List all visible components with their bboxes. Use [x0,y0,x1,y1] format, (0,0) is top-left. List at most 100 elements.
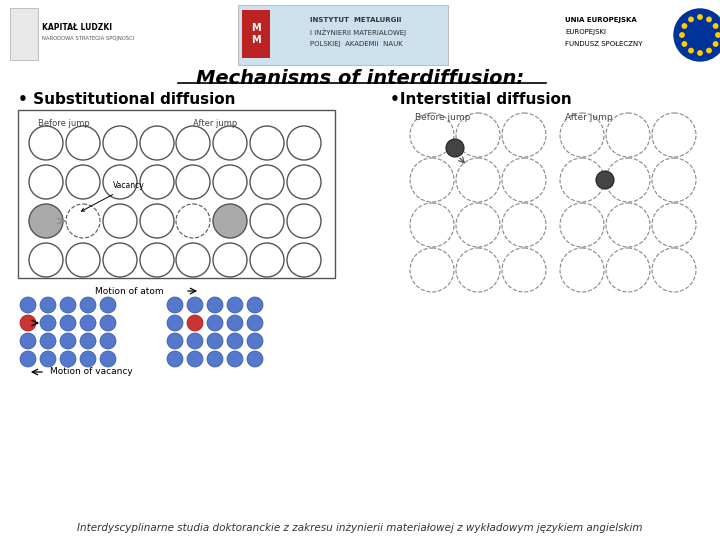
Circle shape [207,351,223,367]
Circle shape [560,248,604,292]
Text: Motion of vacancy: Motion of vacancy [50,368,132,376]
Circle shape [60,351,76,367]
Circle shape [176,243,210,277]
Circle shape [103,126,137,160]
Circle shape [167,297,183,313]
Circle shape [250,243,284,277]
Circle shape [446,139,464,157]
Circle shape [683,24,687,28]
Circle shape [167,351,183,367]
Circle shape [287,243,321,277]
Circle shape [176,204,210,238]
Text: NARODOWA STRATEGIA SPÓJNOŚCI: NARODOWA STRATEGIA SPÓJNOŚCI [42,35,134,41]
Circle shape [560,158,604,202]
Circle shape [707,17,711,22]
Circle shape [187,315,203,331]
Circle shape [140,126,174,160]
Circle shape [652,203,696,247]
Circle shape [707,49,711,53]
Circle shape [698,51,702,55]
Circle shape [103,243,137,277]
Circle shape [456,248,500,292]
Circle shape [40,315,56,331]
Circle shape [247,315,263,331]
Circle shape [140,243,174,277]
Circle shape [140,165,174,199]
Circle shape [80,351,96,367]
Text: • Substitutional diffusion: • Substitutional diffusion [18,92,235,107]
Circle shape [227,315,243,331]
Circle shape [456,158,500,202]
Text: Interdyscyplinarne studia doktoranckie z zakresu inżynierii materiałowej z wykła: Interdyscyplinarne studia doktoranckie z… [77,523,643,533]
Circle shape [29,126,63,160]
Circle shape [502,158,546,202]
Circle shape [227,333,243,349]
Circle shape [502,248,546,292]
Circle shape [213,204,247,238]
Text: Motion of atom: Motion of atom [95,287,163,295]
Circle shape [250,204,284,238]
Circle shape [167,315,183,331]
Circle shape [698,15,702,19]
Circle shape [60,333,76,349]
Text: Before jump: Before jump [415,113,470,123]
Circle shape [207,333,223,349]
Circle shape [187,333,203,349]
Circle shape [689,49,693,53]
Circle shape [247,297,263,313]
Circle shape [40,297,56,313]
Circle shape [20,297,36,313]
Circle shape [456,203,500,247]
Circle shape [227,297,243,313]
Circle shape [674,9,720,61]
Text: POLSKIEJ  AKADEMII  NAUK: POLSKIEJ AKADEMII NAUK [310,41,402,47]
Circle shape [714,24,718,28]
Circle shape [680,33,684,37]
Circle shape [456,113,500,157]
Text: KAPITAŁ LUDZKI: KAPITAŁ LUDZKI [42,24,112,32]
Text: UNIA EUROPEJSKA: UNIA EUROPEJSKA [565,17,636,23]
Circle shape [66,165,100,199]
Circle shape [100,297,116,313]
Circle shape [714,42,718,46]
Circle shape [502,113,546,157]
Circle shape [103,165,137,199]
Circle shape [213,243,247,277]
Circle shape [683,42,687,46]
Circle shape [250,165,284,199]
Circle shape [247,333,263,349]
Circle shape [410,248,454,292]
FancyBboxPatch shape [10,8,38,60]
Text: •Interstitial diffusion: •Interstitial diffusion [390,92,572,107]
Circle shape [287,204,321,238]
Circle shape [287,126,321,160]
Circle shape [80,333,96,349]
Circle shape [176,165,210,199]
Circle shape [100,315,116,331]
Circle shape [560,203,604,247]
Circle shape [606,158,650,202]
Text: Mechanisms of interdiffusion:: Mechanisms of interdiffusion: [196,69,524,87]
Circle shape [60,315,76,331]
Circle shape [20,333,36,349]
Circle shape [596,171,614,189]
Circle shape [227,351,243,367]
Circle shape [652,158,696,202]
Text: EUROPEJSKI: EUROPEJSKI [565,29,606,35]
Circle shape [207,315,223,331]
Circle shape [80,297,96,313]
Circle shape [207,297,223,313]
Circle shape [606,248,650,292]
Circle shape [100,351,116,367]
Text: After jump: After jump [193,118,238,127]
Text: I INŻYNIERII MATERIAŁOWEJ: I INŻYNIERII MATERIAŁOWEJ [310,28,406,36]
Circle shape [606,113,650,157]
Text: After jump: After jump [565,113,613,123]
FancyBboxPatch shape [8,5,163,65]
Circle shape [502,203,546,247]
Circle shape [213,165,247,199]
Circle shape [410,158,454,202]
FancyBboxPatch shape [18,110,335,278]
Circle shape [187,297,203,313]
Circle shape [20,315,36,331]
